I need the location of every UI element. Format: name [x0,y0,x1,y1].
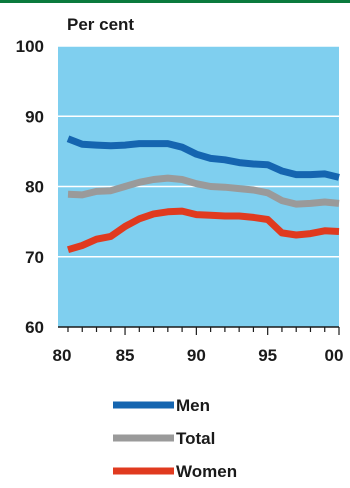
series-line-men [66,135,340,181]
y-tick-label: 80 [25,178,44,197]
y-axis-tick-labels: 60 70 80 90 100 [16,37,44,337]
top-accent-bar [0,0,350,3]
y-tick-label: 90 [25,107,44,126]
y-tick-label: 70 [25,248,44,267]
legend-label-women: Women [176,462,237,481]
legend-label-total: Total [176,429,215,448]
series-line-women [67,207,340,254]
series-lines [66,135,340,254]
x-tick-label: 80 [53,346,72,365]
x-axis-tick-labels: 80 85 90 95 00 [53,346,344,365]
x-tick-label: 95 [258,346,277,365]
x-tick-label: 90 [187,346,206,365]
legend: Men Total Women [113,396,237,481]
x-tick-label: 85 [116,346,135,365]
unit-label: Per cent [67,15,134,34]
x-tick-label: 00 [325,346,344,365]
x-axis-ticks [58,326,340,335]
legend-label-men: Men [176,396,210,415]
y-tick-label: 100 [16,37,44,56]
series-line-total [67,174,340,208]
y-tick-label: 60 [25,318,44,337]
